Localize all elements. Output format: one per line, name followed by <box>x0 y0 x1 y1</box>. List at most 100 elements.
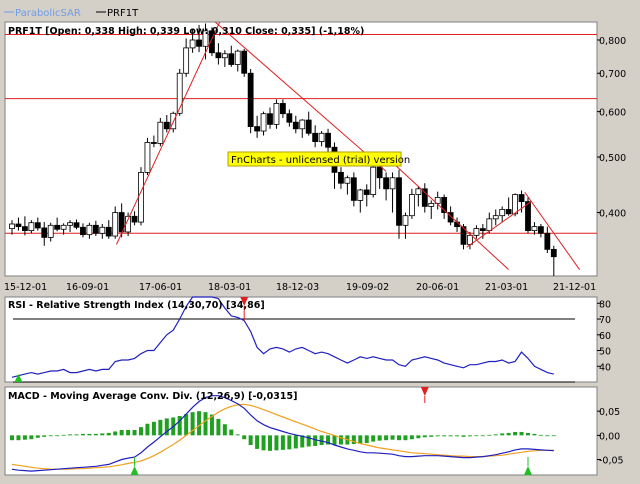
candle-body <box>305 119 312 134</box>
macd-hist-bar <box>106 432 111 436</box>
macd-hist-bar <box>287 435 292 450</box>
candle-body <box>273 103 280 125</box>
watermark-box: FnCharts - unlicensed (trial) version <box>227 151 410 167</box>
candle-body <box>505 209 512 215</box>
macd-hist-bar <box>493 434 498 436</box>
candle-body <box>467 234 473 245</box>
macd-hist-bar <box>22 435 27 440</box>
candle-body <box>486 218 493 232</box>
candle-body <box>228 53 235 65</box>
candle-body <box>376 166 383 179</box>
candle-body <box>344 177 351 184</box>
candle-body <box>99 226 106 234</box>
candle-body <box>447 212 454 223</box>
macd-hist-bar <box>364 435 369 444</box>
macd-hist-bar <box>274 435 279 451</box>
macd-ytick-label: 0,05 <box>599 407 620 418</box>
macd-hist-bar <box>293 435 298 449</box>
macd-hist-bar <box>397 435 401 441</box>
macd-hist-bar <box>29 435 34 440</box>
candle-body <box>112 212 119 237</box>
macd-markers <box>130 387 532 475</box>
macd-hist-bar <box>55 435 60 437</box>
macd-hist-bar <box>326 435 331 445</box>
rsi-panel: 40 50 60 70 80 RSI - Relative Strength Index… <box>4 296 611 383</box>
candle-body <box>163 121 170 130</box>
macd-hist-bar <box>429 435 434 437</box>
candle-body <box>118 212 125 233</box>
macd-series <box>11 395 554 472</box>
candle-body <box>47 224 54 238</box>
price-plot-area <box>4 21 598 277</box>
candle-body <box>492 215 499 220</box>
candle-body <box>209 30 215 54</box>
candle-body <box>28 222 35 232</box>
macd-hist-bar <box>461 435 466 437</box>
macd-hist-bar <box>68 434 73 436</box>
candle-body <box>254 126 261 132</box>
macd-signal-series <box>11 403 554 470</box>
candle-body <box>550 248 557 258</box>
macd-hist-bar <box>87 433 92 436</box>
price-x-axis: 15-12-01 16-09-01 17-06-01 18-03-01 18-12-03… <box>4 282 596 293</box>
candle-body <box>15 223 22 228</box>
macd-hist-bar <box>538 434 543 436</box>
macd-hist-bar <box>506 432 511 436</box>
candle-body <box>402 215 409 226</box>
price-ytick-label: 0,400 <box>599 209 626 220</box>
macd-buy-marker <box>130 466 139 475</box>
watermark-bg <box>227 151 402 167</box>
price-panel-title: PRF1T [Open: 0,338 High: 0,339 Low: 0,31… <box>8 26 364 37</box>
candle-body <box>202 30 209 47</box>
price-ytick-label: 0,500 <box>599 153 626 164</box>
price-ytick-label: 0,700 <box>599 69 626 80</box>
price-xtick-label: 17-06-01 <box>139 282 182 293</box>
rsi-series <box>11 296 554 378</box>
candle-body <box>54 224 61 230</box>
macd-hist-bar <box>100 433 105 436</box>
candle-body <box>234 50 241 65</box>
macd-hist-bar <box>519 431 524 436</box>
candle-body <box>241 50 248 74</box>
candle-body <box>150 142 157 144</box>
macd-hist-bar <box>384 435 389 441</box>
macd-hist-bar <box>268 435 272 451</box>
candle-body <box>338 172 344 184</box>
macd-hist-bar <box>526 432 530 436</box>
macd-plot-area <box>4 386 598 476</box>
macd-panel: 0,05 0,00 -0,05 MACD - Moving Average Conv… <box>4 386 624 476</box>
macd-hist-bar <box>10 435 14 441</box>
macd-hist-bar <box>551 435 556 437</box>
price-xtick-label: 20-06-01 <box>416 282 459 293</box>
candle-body <box>86 224 93 236</box>
rsi-plot-area <box>4 296 598 383</box>
macd-hist-bar <box>248 435 253 446</box>
macd-hist-bar <box>93 433 98 436</box>
macd-hist-bar <box>113 431 118 436</box>
macd-ytick-label: 0,00 <box>599 431 620 442</box>
candle-body <box>350 177 357 201</box>
candle-body <box>363 189 370 195</box>
macd-hist-bar <box>80 433 85 436</box>
macd-hist-bar <box>467 435 472 437</box>
macd-hist-bar <box>306 435 311 447</box>
macd-hist-bar <box>242 435 247 440</box>
macd-hist-bar <box>261 435 266 451</box>
macd-hist-bar <box>455 435 460 437</box>
macd-hist-bar <box>145 423 150 436</box>
price-y-axis: 0,400 0,500 0,600 0,700 0,800 <box>597 36 626 220</box>
candle-body <box>138 172 144 223</box>
candle-body <box>512 194 518 215</box>
trendlines <box>116 22 581 271</box>
candles <box>9 23 557 276</box>
price-xtick-label: 21-03-01 <box>485 282 528 293</box>
trendline <box>466 201 532 248</box>
candle-body <box>441 197 448 213</box>
candle-body <box>247 72 254 127</box>
macd-hist-bar <box>209 414 214 436</box>
rsi-ytick-label: 80 <box>599 299 611 310</box>
candle-body <box>415 188 422 195</box>
candle-body <box>60 224 67 230</box>
